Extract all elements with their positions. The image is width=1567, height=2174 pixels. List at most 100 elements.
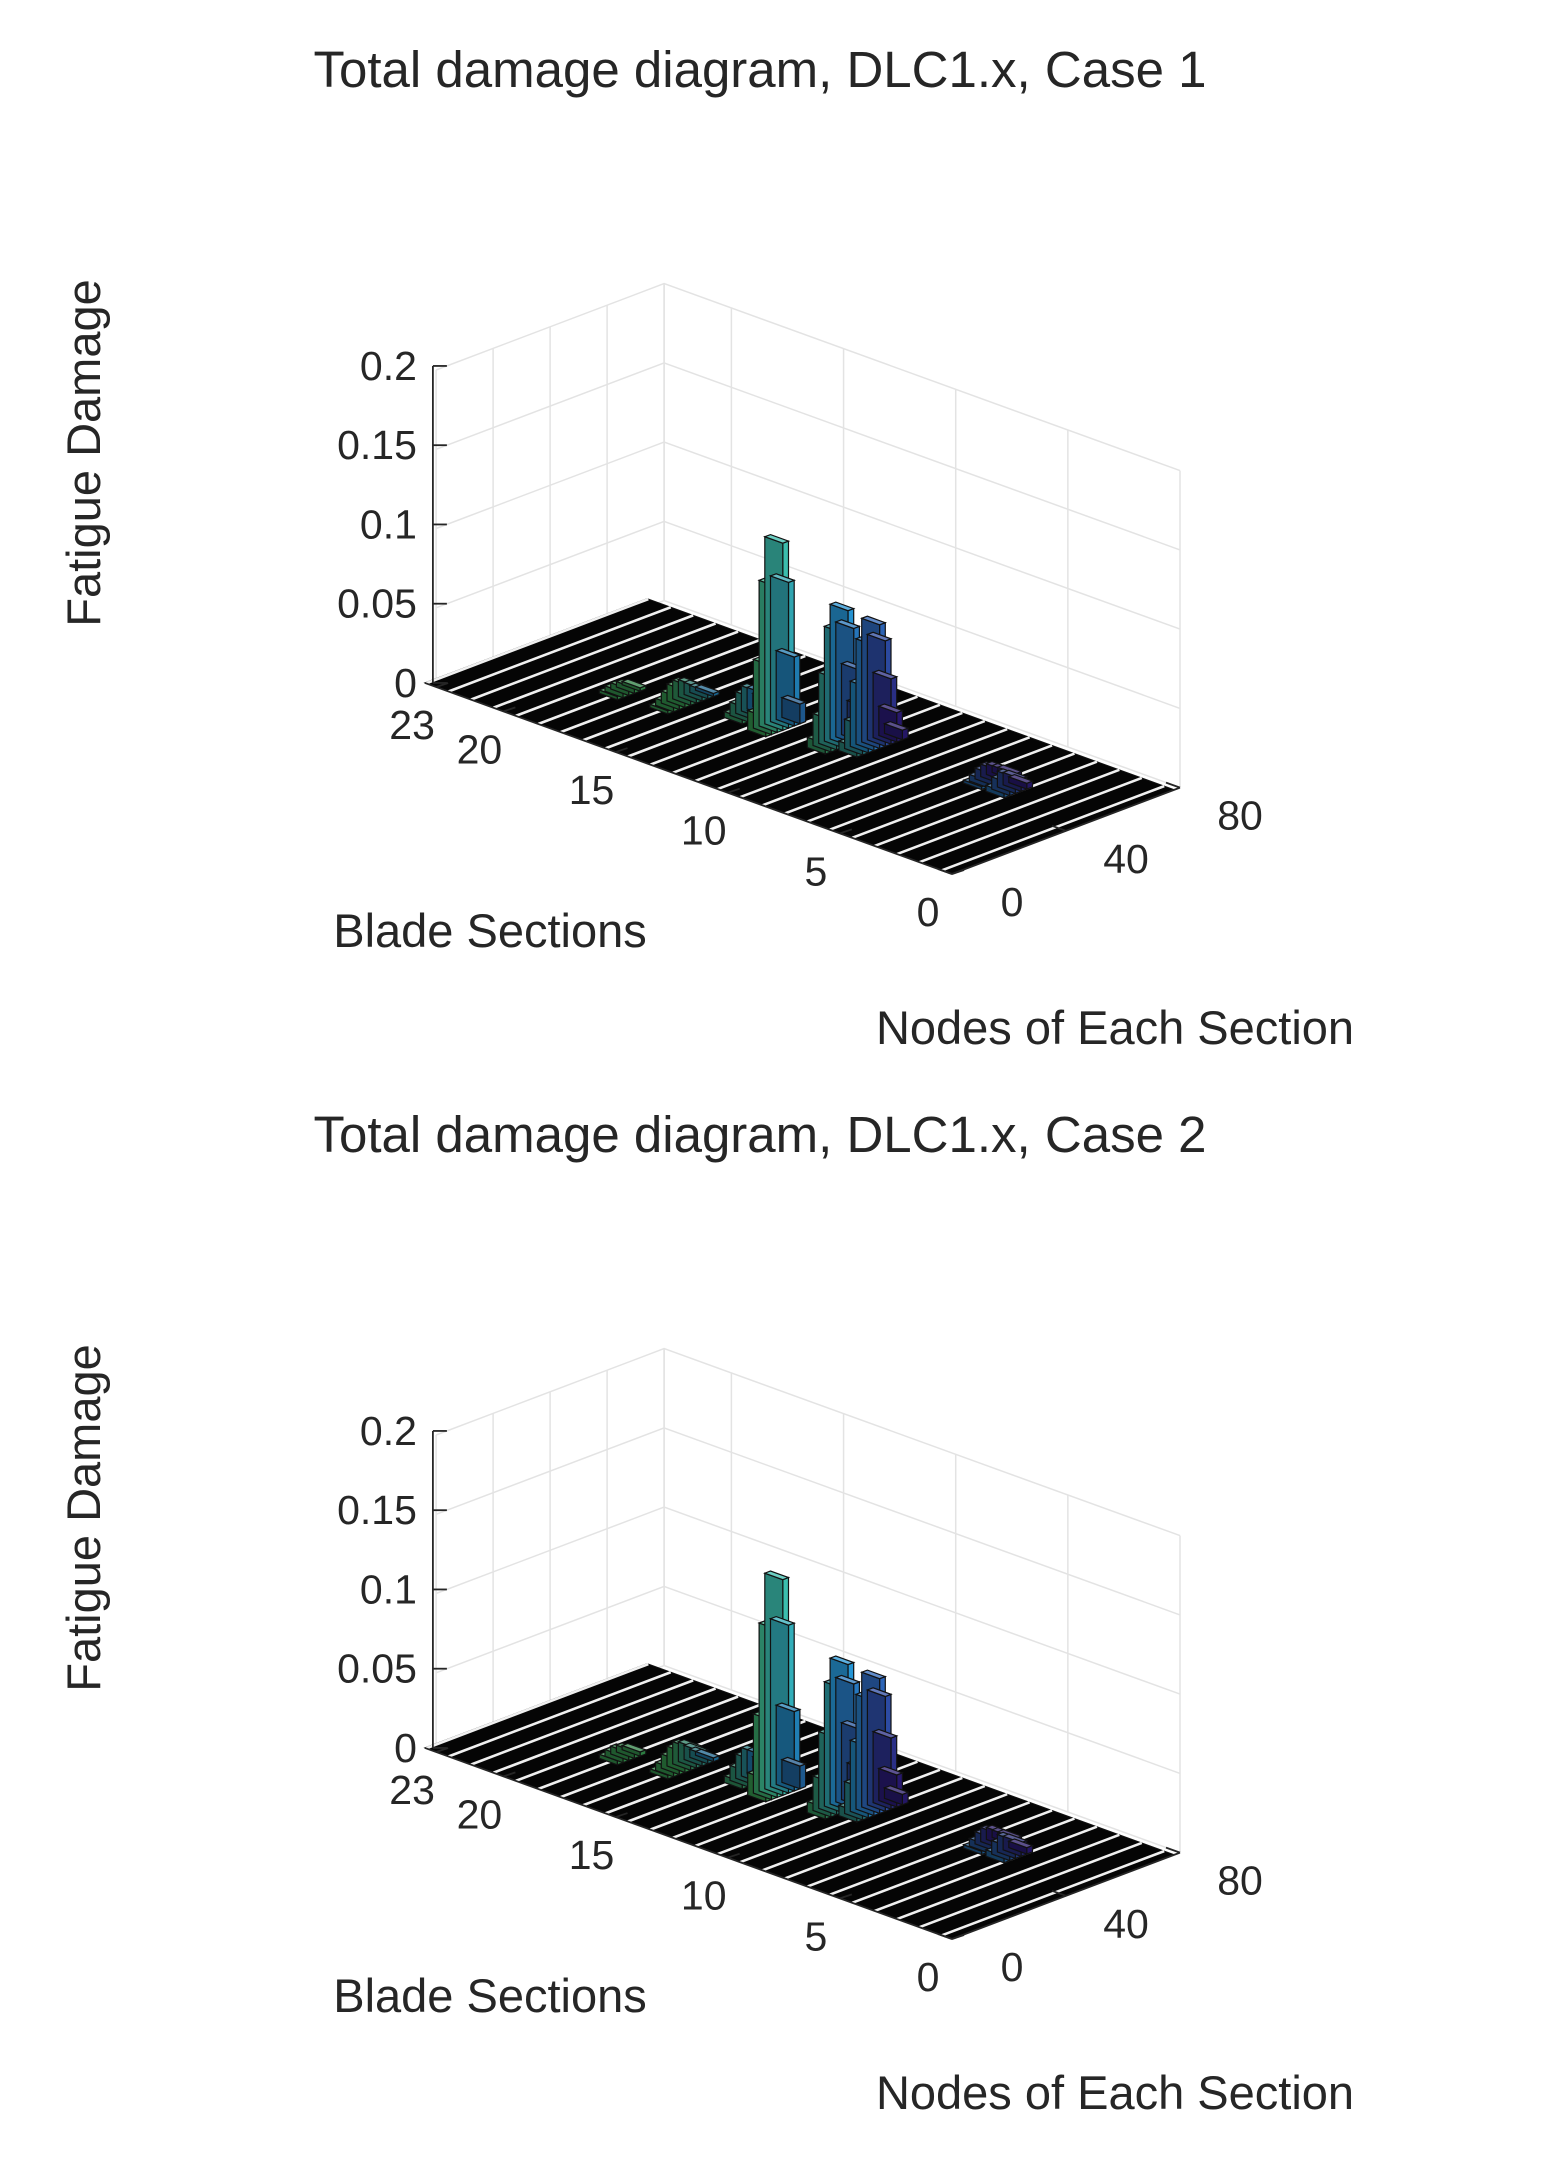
section-stripe xyxy=(515,630,739,718)
section-stripe xyxy=(806,1801,1031,1888)
bar xyxy=(693,1748,721,1763)
y-tick-label: 0 xyxy=(1001,1944,1024,1990)
bar-face-top xyxy=(865,1687,893,1698)
bar-face-top xyxy=(882,720,910,731)
bar-face-top xyxy=(768,573,796,584)
y-axis-line xyxy=(951,1851,1181,1940)
z-tick-label: 0.05 xyxy=(337,581,417,627)
y-tick-label: 40 xyxy=(1103,836,1149,882)
section-stripe xyxy=(425,1662,649,1750)
section-stripe xyxy=(874,1825,1098,1913)
grid-line-z xyxy=(435,1347,1181,1537)
section-stripe xyxy=(784,727,1008,815)
bar-face-top xyxy=(693,684,721,695)
bar-face-top xyxy=(780,1756,808,1767)
z-tick-label: 0.1 xyxy=(360,1566,417,1612)
bar-face-top xyxy=(1001,1833,1029,1844)
z-axis-label: Fatigue Damage xyxy=(57,279,110,626)
x-tick xyxy=(951,1934,965,1940)
bar-face-top xyxy=(859,615,888,626)
x-tick-label: 23 xyxy=(389,702,435,748)
section-stripe xyxy=(447,606,672,693)
bar-face-top xyxy=(865,631,893,642)
bar-face-top xyxy=(828,1655,856,1666)
bar-face-top xyxy=(834,619,862,630)
bar-face-top xyxy=(871,669,899,680)
x-tick-label: 0 xyxy=(917,1954,940,2000)
bar xyxy=(620,1742,648,1758)
z-tick-label: 0.15 xyxy=(337,422,417,468)
section-stripe xyxy=(762,719,986,807)
y-tick xyxy=(1165,1846,1181,1854)
x-tick xyxy=(615,1812,628,1818)
x-tick-label: 0 xyxy=(917,889,940,935)
x-tick-label: 5 xyxy=(804,1913,827,1959)
z-tick-label: 0.2 xyxy=(360,1408,417,1454)
bar-face-top xyxy=(828,601,856,612)
section-stripe xyxy=(829,744,1053,831)
y-tick-label: 80 xyxy=(1217,793,1263,839)
bars-layer xyxy=(423,1570,1176,1940)
section-stripe xyxy=(762,1784,986,1872)
z-tick-label: 0.1 xyxy=(360,501,417,547)
x-tick xyxy=(435,682,449,688)
chart-title: Total damage diagram, DLC1.x, Case 2 xyxy=(314,1106,1207,1163)
y-tick-label: 40 xyxy=(1103,1901,1149,1947)
bar-face-top xyxy=(620,678,648,689)
z-tick-label: 0 xyxy=(394,660,417,706)
grid-line-z xyxy=(435,282,1181,472)
bar xyxy=(882,720,910,741)
section-stripe xyxy=(851,752,1075,840)
x-tick xyxy=(503,706,516,713)
section-stripe xyxy=(941,784,1165,872)
x-tick xyxy=(951,869,965,875)
y-tick xyxy=(937,1933,953,1940)
grid-layer xyxy=(435,282,1181,789)
x-tick-label: 23 xyxy=(389,1767,435,1813)
bar-face-top xyxy=(693,1748,721,1759)
section-stripe xyxy=(470,1679,694,1766)
x-tick xyxy=(839,828,853,835)
y-tick-label: 0 xyxy=(1001,879,1024,925)
bar-face-top xyxy=(882,1785,910,1796)
bar-face-top xyxy=(763,533,791,544)
bar-face-top xyxy=(763,1570,791,1581)
x-axis-line xyxy=(424,682,953,875)
x-tick-label: 10 xyxy=(681,808,727,854)
bar-face-top xyxy=(768,1615,796,1626)
bar xyxy=(882,1785,910,1806)
bar-face-top xyxy=(871,1728,899,1739)
x-tick-label: 20 xyxy=(457,726,503,772)
bar-face-top xyxy=(877,1765,905,1776)
y-axis-label: Nodes of Each Section xyxy=(876,1001,1354,1054)
bar-face-front xyxy=(799,701,807,725)
section-stripe xyxy=(537,1703,761,1791)
bar-face-top xyxy=(774,1702,802,1713)
section-stripe xyxy=(941,1849,1165,1937)
section-stripe xyxy=(919,1841,1143,1929)
x-axis-label: Blade Sections xyxy=(333,904,647,957)
bar xyxy=(1007,773,1035,790)
section-stripe xyxy=(537,638,761,726)
chart-case-2: 0 0.05 0.1 0.15 0.2 23 20 15 10 5 0 0 40 80 Total dam… xyxy=(57,1106,1354,2119)
section-stripe xyxy=(851,1817,1075,1905)
section-stripe xyxy=(492,622,717,709)
bars-layer xyxy=(423,533,1176,875)
bar xyxy=(774,647,802,727)
section-stripe xyxy=(515,1695,739,1783)
chart-case-1: 0 0.05 0.1 0.15 0.2 23 20 15 10 5 0 0 40 80 Total dam… xyxy=(57,41,1354,1054)
bar-face-top xyxy=(834,1674,862,1685)
y-tick xyxy=(1165,781,1181,789)
y-tick xyxy=(937,868,953,875)
y-tick xyxy=(1051,1889,1067,1897)
chart-title: Total damage diagram, DLC1.x, Case 1 xyxy=(314,41,1207,98)
section-stripe xyxy=(829,1809,1053,1896)
bar-face-top xyxy=(1007,773,1035,784)
z-axis-label: Fatigue Damage xyxy=(57,1344,110,1691)
x-tick xyxy=(727,1852,740,1859)
x-tick-label: 5 xyxy=(804,848,827,894)
x-tick xyxy=(839,1893,853,1900)
section-stripe xyxy=(919,776,1143,864)
z-tick-label: 0.05 xyxy=(337,1646,417,1692)
x-tick xyxy=(727,787,740,794)
